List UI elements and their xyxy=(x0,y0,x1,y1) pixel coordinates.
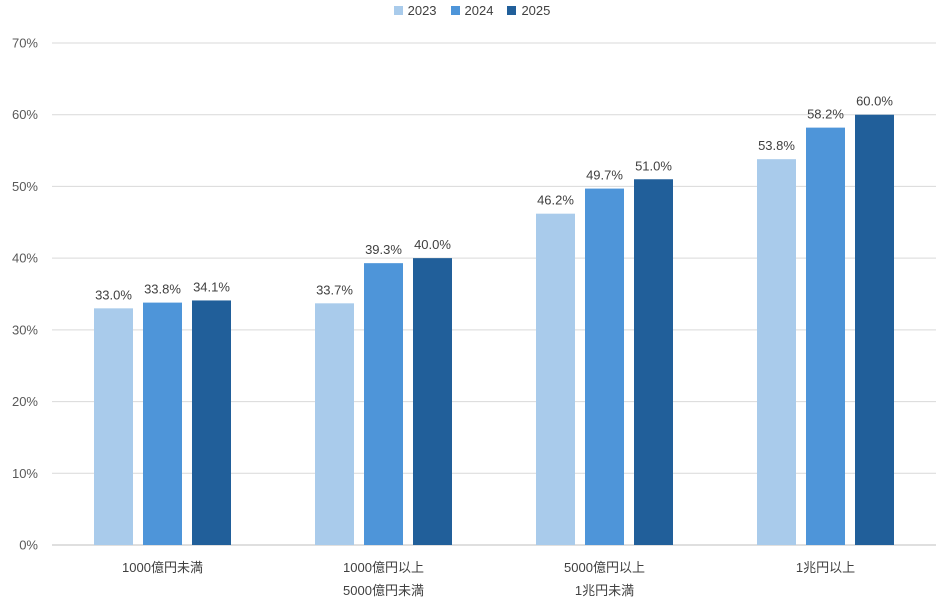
data-label: 58.2% xyxy=(807,107,844,122)
bar-2024-cat4 xyxy=(806,127,845,545)
data-label: 39.3% xyxy=(365,242,402,257)
data-label: 40.0% xyxy=(414,237,451,252)
bar-2025-cat2 xyxy=(413,258,452,545)
x-tick-label: 5000億円以上 xyxy=(564,560,645,575)
legend-label-2025: 2025 xyxy=(521,3,551,18)
data-label: 34.1% xyxy=(193,279,230,294)
legend-swatch-2023 xyxy=(393,6,403,15)
y-tick-label: 0% xyxy=(19,538,38,553)
bar-2025-cat4 xyxy=(855,114,894,545)
data-label: 33.7% xyxy=(316,282,353,297)
legend-swatch-2025 xyxy=(507,6,517,15)
y-tick-label: 50% xyxy=(12,179,38,194)
y-tick-label: 30% xyxy=(12,322,38,337)
y-tick-label: 70% xyxy=(12,36,38,51)
y-tick-label: 20% xyxy=(12,394,38,409)
legend-item-2025: 2025 xyxy=(507,3,550,18)
data-label: 33.8% xyxy=(144,282,181,297)
x-tick-label: 5000億円未満 xyxy=(343,583,424,598)
bar-2024-cat3 xyxy=(585,188,624,545)
x-tick-label: 1兆円未満 xyxy=(575,583,634,598)
legend-item-2023: 2023 xyxy=(393,3,437,18)
bar-2023-cat4 xyxy=(757,159,796,546)
chart-legend: 2023 2024 2025 xyxy=(0,3,944,18)
data-label: 51.0% xyxy=(635,158,672,173)
x-tick-label: 1兆円以上 xyxy=(796,560,855,575)
bar-2025-cat3 xyxy=(634,179,673,545)
data-label: 46.2% xyxy=(537,193,574,208)
bar-2025-cat1 xyxy=(192,300,231,545)
legend-label-2023: 2023 xyxy=(407,3,437,18)
y-tick-label: 60% xyxy=(12,107,38,122)
data-label: 53.8% xyxy=(758,138,795,153)
bar-2023-cat2 xyxy=(315,303,354,545)
legend-item-2024: 2024 xyxy=(450,3,494,18)
x-tick-label: 1000億円以上 xyxy=(343,560,424,575)
legend-label-2024: 2024 xyxy=(464,3,494,18)
bar-2024-cat1 xyxy=(143,302,182,545)
data-label: 60.0% xyxy=(856,94,893,109)
legend-swatch-2024 xyxy=(450,6,460,15)
x-tick-label: 1000億円未満 xyxy=(122,560,203,575)
data-label: 49.7% xyxy=(586,168,623,183)
bar-2023-cat1 xyxy=(94,308,133,545)
data-label: 33.0% xyxy=(95,287,132,302)
bar-2023-cat3 xyxy=(536,213,575,545)
y-tick-label: 10% xyxy=(12,466,38,481)
y-tick-label: 40% xyxy=(12,251,38,266)
bar-2024-cat2 xyxy=(364,263,403,545)
